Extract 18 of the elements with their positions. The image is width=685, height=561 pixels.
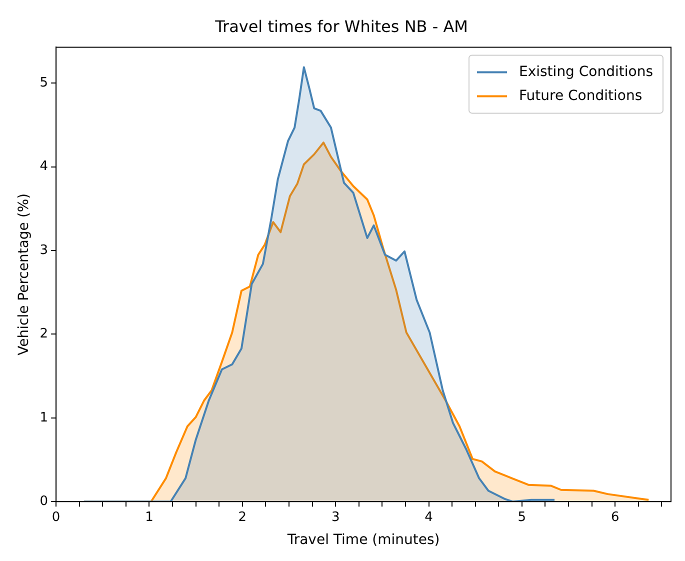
chart-title: Travel times for Whites NB - AM (214, 16, 468, 36)
legend-label: Existing Conditions (518, 64, 654, 80)
x-axis-title: Travel Time (minutes) (286, 532, 440, 548)
x-tick-label: 3 (331, 510, 340, 525)
x-tick-label: 5 (518, 510, 526, 525)
y-tick-label: 5 (40, 76, 48, 91)
x-tick-label: 6 (610, 510, 620, 525)
legend-label: Future Conditions (518, 88, 642, 104)
y-tick-label: 3 (40, 242, 48, 258)
y-tick-label: 1 (40, 410, 48, 426)
y-tick-label: 4 (40, 159, 48, 174)
y-axis-title: Vehicle Percentage (%) (16, 193, 32, 356)
x-tick-label: 0 (52, 510, 60, 525)
x-tick-label: 2 (238, 510, 247, 525)
x-tick-label: 4 (424, 510, 433, 525)
x-tick-label: 1 (145, 510, 154, 525)
y-tick-label: 2 (40, 326, 48, 342)
y-tick-label: 0 (40, 494, 48, 509)
